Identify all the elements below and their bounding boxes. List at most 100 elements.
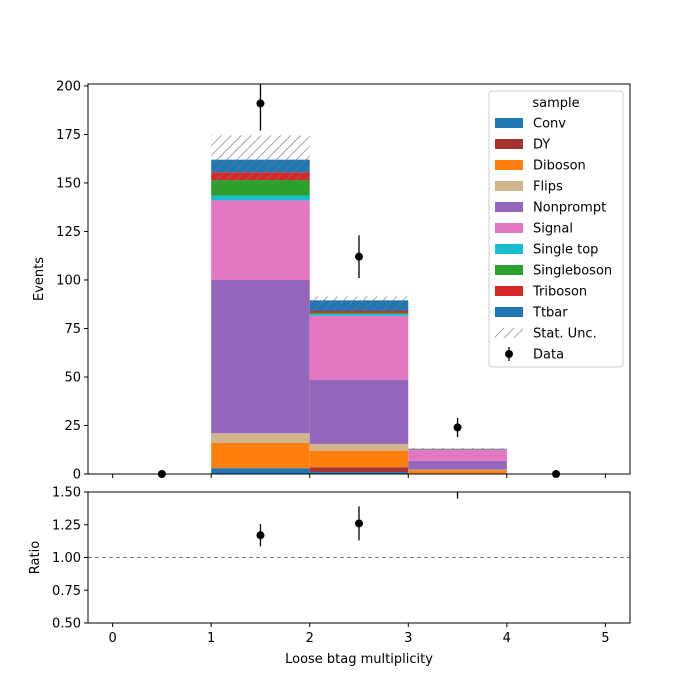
legend-label: Diboson [533,159,586,174]
y-tick-label: 75 [64,322,81,337]
legend-label: DY [533,138,550,153]
ratio-y-tick-label: 1.25 [52,518,81,533]
x-tick-label: 0 [108,631,116,646]
legend-swatch [495,118,523,128]
legend-label: Singleboson [533,264,612,279]
ratio-point-0 [256,531,265,540]
y-axis-label: Events [32,257,47,301]
legend-swatch [495,139,523,149]
legend-swatch [495,223,523,233]
legend-item-conv: Conv [495,117,566,132]
stat-unc-bin-3 [408,447,507,450]
legend-marker [505,350,513,358]
y-tick-label: 25 [64,419,81,434]
bar-diboson-bin-2 [309,450,409,468]
ratio-y-tick-label: 1.00 [52,551,81,566]
data-point-bin-1 [256,99,265,108]
bar-nonprompt-bin-2 [309,379,409,444]
legend-item-ttbar: Ttbar [495,306,568,321]
x-axis-label: Loose btag multiplicity [285,652,433,667]
bar-flips-bin-2 [309,443,409,451]
bar-nonprompt-bin-3 [408,460,507,470]
main-x-ticks [112,474,606,478]
y-tick-label: 175 [56,128,81,143]
ratio-y-tick-label: 1.50 [52,486,81,501]
x-tick-label: 2 [306,631,314,646]
legend-swatch [495,202,523,212]
ratio-point-1 [355,519,363,528]
ratio-points [256,492,459,547]
legend-item-triboson: Triboson [495,285,587,300]
legend-title: sample [532,96,579,111]
legend-label: Data [533,348,564,363]
y-tick-label: 50 [64,370,81,385]
legend-swatch [495,160,523,170]
bar-conv-bin-2 [309,472,409,474]
legend-item-dy: DY [495,138,550,153]
legend-item-singleboson: Singleboson [495,264,612,279]
y-tick-label: 150 [56,176,81,191]
legend-label: Flips [533,180,563,195]
y-tick-label: 0 [73,468,81,483]
legend-label: Triboson [532,285,587,300]
legend-item-single-top: Single top [495,243,598,258]
legend-label: Signal [533,222,573,237]
bar-flips-bin-3 [408,469,507,471]
bar-nonprompt-bin-1 [211,279,310,434]
x-tick-label: 1 [207,631,215,646]
bar-triboson-bin-2 [309,311,409,313]
y-tick-label: 100 [56,273,81,288]
stat-unc-bin-2 [309,296,409,312]
legend-swatch [495,286,523,296]
legend-swatch [495,265,523,275]
stat-unc-bin-1 [211,135,310,183]
data-point-bin-3 [453,423,462,432]
legend-label: Nonprompt [533,201,606,216]
bar-diboson-bin-1 [211,442,310,469]
legend: sample Conv DY Diboson Flips Nonprompt Signal… [488,90,624,368]
bar-singleboson-bin-1 [211,180,310,196]
y-tick-label: 125 [56,225,81,240]
legend-item-flips: Flips [495,180,563,195]
main-y-ticks: 0 25 50 75 100 125 150 175 200 [56,79,88,483]
ratio-plot: 0.50 0.75 1.00 1.25 1.50 0 1 2 3 4 5 Ratio Loose … [28,486,631,667]
legend-swatch [495,328,523,338]
ratio-y-ticks: 0.50 0.75 1.00 1.25 1.50 [52,486,88,632]
legend-item-diboson: Diboson [495,159,586,174]
ratio-y-tick-label: 0.50 [52,617,81,632]
stat-unc-band [211,135,507,450]
bar-flips-bin-1 [211,433,310,443]
legend-label: Stat. Unc. [533,327,597,342]
x-tick-label: 3 [404,631,412,646]
ratio-y-axis-label: Ratio [28,541,43,574]
bar-signal-bin-1 [211,200,310,280]
data-point-bin-2 [355,252,363,261]
legend-label: Ttbar [532,306,568,321]
bar-dy-bin-2 [309,467,409,473]
legend-label: Single top [533,243,598,258]
legend-item-signal: Signal [495,222,573,237]
bar-conv-bin-1 [211,468,310,474]
main-plot-frame [87,83,631,475]
legend-swatch [495,244,523,254]
legend-items: Conv DY Diboson Flips Nonprompt Signal Single … [495,117,612,363]
stacked-bars [211,159,507,474]
bar-signal-bin-2 [309,315,409,380]
bar-diboson-bin-3 [408,470,507,474]
ratio-x-ticks: 0 1 2 3 4 5 [108,623,610,646]
bar-single-top-bin-1 [211,195,310,201]
legend-label: Conv [533,117,566,132]
bar-singleboson-bin-2 [309,312,409,314]
legend-swatch [495,181,523,191]
legend-item-nonprompt: Nonprompt [495,201,606,216]
x-tick-label: 5 [601,631,609,646]
legend-item-stat-unc: Stat. Unc. [495,327,597,342]
bar-signal-bin-3 [408,450,507,461]
main-plot: 0 25 50 75 100 125 150 175 200 Events [32,79,631,483]
ratio-y-tick-label: 0.75 [52,584,81,599]
bar-single-top-bin-2 [309,313,409,316]
x-tick-label: 4 [503,631,511,646]
legend-swatch [495,307,523,317]
legend-item-data: Data [505,347,564,363]
